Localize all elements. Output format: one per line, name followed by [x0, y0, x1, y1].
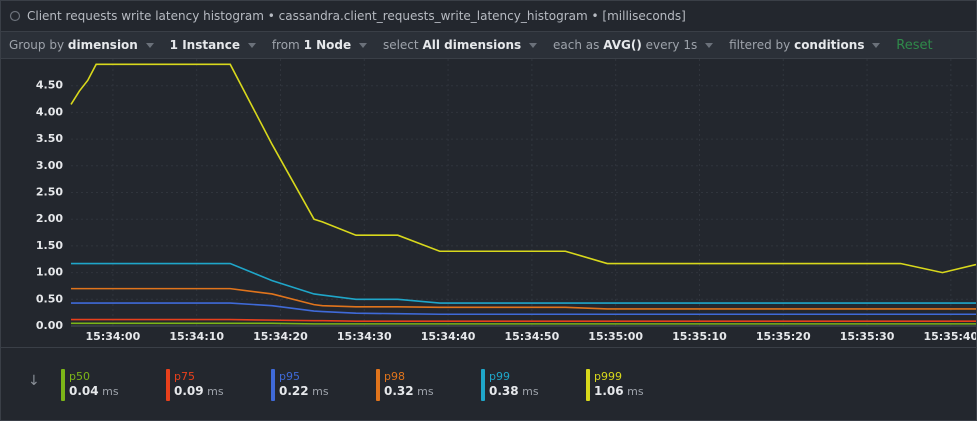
collapse-icon[interactable]: ↓	[28, 373, 40, 389]
y-tick-label: 3.50	[36, 132, 63, 145]
legend-swatch	[586, 369, 590, 401]
y-tick-label: 2.50	[36, 186, 63, 199]
x-tick-label: 15:34:10	[169, 330, 224, 343]
legend-swatch	[376, 369, 380, 401]
icon	[9, 10, 21, 22]
label: filtered by	[729, 38, 791, 52]
line	[71, 318, 976, 322]
label: Group by	[9, 38, 65, 52]
legend-item[interactable]: p75 0.09 ms	[166, 369, 224, 401]
x-tick-label: 15:34:40	[421, 330, 476, 343]
legend-swatch	[271, 369, 275, 401]
x-tick-label: 15:35:20	[756, 330, 811, 343]
y-tick-label: 4.00	[36, 105, 63, 118]
label: every 1s	[645, 38, 698, 52]
label: select	[382, 38, 419, 52]
legend-value-row: 0.09 ms	[174, 384, 224, 399]
legend-value: 0.22	[279, 384, 309, 398]
x-tick-label: 15:35:00	[588, 330, 643, 343]
legend-value-row: 1.06 ms	[594, 384, 644, 399]
legend-unit: ms	[102, 385, 119, 398]
legend-item[interactable]: p98 0.32 ms	[376, 369, 434, 401]
dropdown[interactable]: 1 Node	[303, 38, 352, 52]
x-tick-label: 15:34:00	[86, 330, 141, 343]
legend-unit: ms	[207, 385, 224, 398]
y-tick-label: 4.50	[36, 79, 63, 92]
legend-value: 0.38	[489, 384, 519, 398]
legend-value-row: 0.22 ms	[279, 384, 329, 399]
y-tick-label: 1.50	[36, 239, 63, 252]
line	[71, 287, 976, 310]
legend-value-row: 0.04 ms	[69, 384, 119, 399]
legend-value: 0.32	[384, 384, 414, 398]
legend-value: 0.04	[69, 384, 99, 398]
x-tick-label: 15:34:50	[505, 330, 560, 343]
label: from	[271, 38, 300, 52]
legend-unit: ms	[522, 385, 539, 398]
legend-name: p95	[279, 370, 300, 383]
dropdown[interactable]: All dimensions	[422, 38, 522, 52]
legend-name: p50	[69, 370, 90, 383]
legend-item[interactable]: p999 1.06 ms	[586, 369, 644, 401]
label: each as	[553, 38, 600, 52]
legend-name: p99	[489, 370, 510, 383]
legend-swatch	[61, 369, 65, 401]
legend-unit: ms	[417, 385, 434, 398]
legend-value: 0.09	[174, 384, 204, 398]
line	[71, 322, 976, 325]
legend-item[interactable]: p50 0.04 ms	[61, 369, 119, 401]
toolbar: Group by dimension 1 Instance from 1 Nod…	[1, 32, 976, 59]
dropdown[interactable]: AVG()	[603, 38, 642, 52]
x-tick-label: 15:34:30	[337, 330, 392, 343]
x-tick-label: 15:34:20	[253, 330, 308, 343]
legend-name: p75	[174, 370, 195, 383]
legend-swatch	[166, 369, 170, 401]
legend-value-row: 0.32 ms	[384, 384, 434, 399]
legend-swatch	[481, 369, 485, 401]
line	[70, 63, 976, 274]
legend-name: p98	[384, 370, 405, 383]
reset-button[interactable]: Reset	[896, 38, 933, 53]
dropdown[interactable]: dimension	[67, 38, 138, 52]
legend-item[interactable]: p99 0.38 ms	[481, 369, 539, 401]
title: Client requests write latency histogram …	[27, 9, 686, 23]
legend-name: p999	[594, 370, 622, 383]
x-tick-label: 15:35:40	[923, 330, 976, 343]
legend-value: 1.06	[594, 384, 624, 398]
x-tick-label: 15:35:10	[672, 330, 727, 343]
legend-value-row: 0.38 ms	[489, 384, 539, 399]
x-tick-label: 15:35:30	[840, 330, 895, 343]
y-tick-label: 1.00	[36, 266, 63, 279]
y-tick-label: 0.50	[36, 292, 63, 305]
dropdown[interactable]: conditions	[794, 38, 865, 52]
header: Client requests write latency histogram …	[1, 1, 976, 32]
line	[71, 302, 976, 316]
chart: 0.00 0.50 1.00 1.50 2.00 2.50 3.00 3.50 4.00 4.50…	[36, 59, 976, 343]
legend-item[interactable]: p95 0.22 ms	[271, 369, 329, 401]
y-tick-label: 2.00	[36, 212, 63, 225]
y-tick-label: 0.00	[36, 319, 63, 332]
line	[71, 262, 976, 304]
legend-unit: ms	[312, 385, 329, 398]
legend-unit: ms	[627, 385, 644, 398]
dropdown[interactable]: 1 Instance	[169, 38, 240, 52]
y-tick-label: 3.00	[36, 159, 63, 172]
